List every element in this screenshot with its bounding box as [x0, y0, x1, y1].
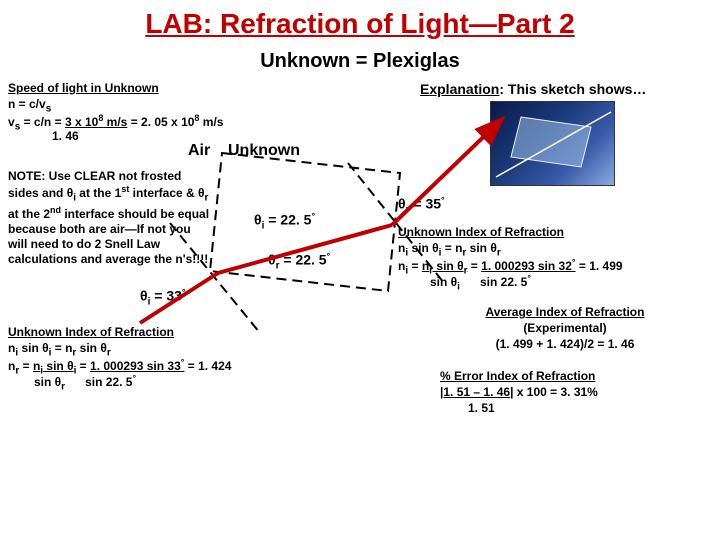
theta-i-225: θi = 22. 5° [254, 211, 315, 233]
speed-heading: Speed of light in Unknown [8, 81, 159, 96]
prism-image [490, 101, 615, 186]
vs-denom: 1. 46 [52, 129, 79, 144]
theta-i-33: θi = 33° [140, 287, 186, 309]
pct-denom: 1. 51 [468, 401, 495, 416]
content-area: Speed of light in Unknown n = c/vs vs = … [0, 73, 720, 533]
pct-calc: |1. 51 – 1. 46| x 100 = 3. 31% [440, 385, 598, 400]
ni-denom: sin θi sin 22. 5° [430, 273, 531, 294]
note-block: NOTE: Use CLEAR not frosted sides and θi… [8, 169, 213, 267]
air-label: Air [188, 141, 210, 161]
theta-r-225: θr = 22. 5° [268, 251, 330, 273]
pct-heading: % Error Index of Refraction [440, 369, 595, 384]
unknown-index-heading-right: Unknown Index of Refraction [398, 225, 564, 240]
theta-r-35: θr = 35° [398, 195, 445, 217]
avg-heading: Average Index of Refraction [460, 305, 670, 320]
unknown-label: Unknown [228, 141, 300, 161]
avg-calc: (1. 499 + 1. 424)/2 = 1. 46 [460, 337, 670, 352]
nr-denom: sin θr sin 22. 5° [34, 373, 136, 394]
vs-equation: vs = c/n = 3 x 108 m/s = 2. 05 x 108 m/s [8, 113, 223, 134]
explanation-heading: Explanation: This sketch shows… [420, 81, 646, 99]
unknown-index-heading-left: Unknown Index of Refraction [8, 325, 174, 340]
avg-sub: (Experimental) [460, 321, 670, 336]
subtitle: Unknown = Plexiglas [0, 50, 720, 73]
page-title: LAB: Refraction of Light—Part 2 [0, 0, 720, 40]
